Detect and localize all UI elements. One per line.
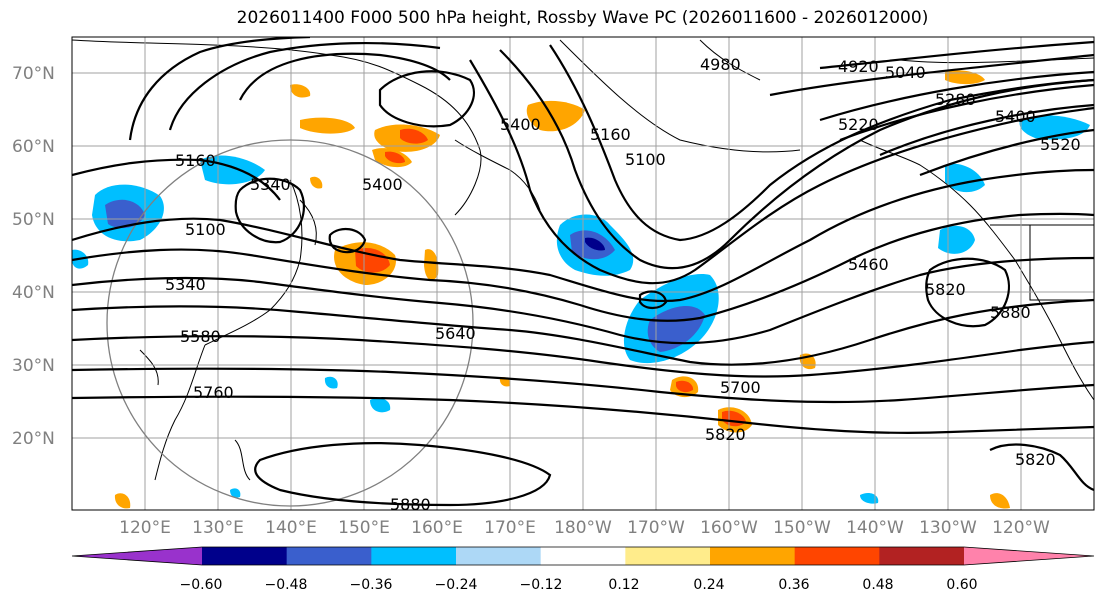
contour-label: 5820 — [925, 280, 966, 299]
colorbar-segment — [540, 547, 626, 565]
contour-label: 5100 — [185, 220, 226, 239]
contour-label: 5580 — [180, 327, 221, 346]
lon-label: 130°E — [192, 518, 244, 538]
longitude-labels: 120°E 130°E 140°E 150°E 160°E 170°E 180°… — [119, 518, 1050, 538]
contour-label: 5100 — [625, 150, 666, 169]
colorbar-tick-label: 0.48 — [862, 577, 893, 593]
lon-label: 140°E — [265, 518, 317, 538]
lon-label: 170°W — [627, 518, 685, 538]
contour-label: 4980 — [700, 55, 741, 74]
contour-label: 5520 — [1040, 135, 1081, 154]
colorbar-tick-label: −0.48 — [265, 577, 308, 593]
lon-label: 170°E — [484, 518, 536, 538]
lat-label: 50°N — [12, 210, 55, 230]
lat-label: 40°N — [12, 283, 55, 303]
plot-area: 4920 5040 5160 5280 5400 5520 5160 5100 … — [72, 37, 1094, 514]
colorbar-segment — [72, 547, 202, 565]
contour-label: 5400 — [362, 175, 403, 194]
colorbar-segment — [625, 547, 711, 565]
colorbar-tick-label: 0.12 — [608, 577, 639, 593]
contour-label: 5880 — [390, 495, 431, 514]
colorbar-ticks: −0.60 −0.48 −0.36 −0.24 −0.12 0.12 0.24 … — [180, 577, 978, 593]
contour-label: 5340 — [250, 175, 291, 194]
contour-label: 5220 — [838, 115, 879, 134]
lat-label: 60°N — [12, 137, 55, 157]
colorbar-tick-label: 0.36 — [778, 577, 809, 593]
plot-border — [71, 36, 1095, 511]
contour-label: 4920 — [838, 57, 879, 76]
height-contours — [72, 37, 1094, 507]
lon-label: 140°W — [846, 518, 904, 538]
contour-label: 5340 — [165, 275, 206, 294]
lon-label: 180°W — [554, 518, 612, 538]
colorbar-segment — [879, 547, 965, 565]
contour-label: 5880 — [990, 303, 1031, 322]
colorbar-tick-label: −0.60 — [180, 577, 223, 593]
colorbar-segment — [202, 547, 288, 565]
contour-labels: 4920 5040 5160 5280 5400 5520 5160 5100 … — [165, 55, 1081, 514]
colorbar-segment — [286, 547, 372, 565]
colorbar-tick-label: 0.60 — [946, 577, 977, 593]
colorbar-tick-label: −0.12 — [520, 577, 563, 593]
lon-label: 130°W — [919, 518, 977, 538]
contour-label: 5640 — [435, 324, 476, 343]
contour-label: 5820 — [705, 425, 746, 444]
lon-label: 120°E — [119, 518, 171, 538]
colorbar-tick-label: −0.36 — [350, 577, 393, 593]
lat-label: 70°N — [12, 64, 55, 84]
contour-label: 5040 — [885, 63, 926, 82]
lon-label: 120°W — [992, 518, 1050, 538]
map-title: 2026011400 F000 500 hPa height, Rossby W… — [236, 8, 929, 28]
contour-label: 5160 — [590, 125, 631, 144]
lon-label: 160°W — [700, 518, 758, 538]
colorbar-segment — [371, 547, 457, 565]
contour-label: 5760 — [193, 383, 234, 402]
contour-label: 5460 — [848, 255, 889, 274]
contour-label: 5700 — [720, 378, 761, 397]
colorbar-segment — [964, 547, 1094, 565]
colorbar — [71, 546, 1095, 566]
colorbar-tick-label: −0.24 — [435, 577, 478, 593]
colorbar-segment — [456, 547, 542, 565]
latitude-labels: 70°N 60°N 50°N 40°N 30°N 20°N — [12, 64, 55, 449]
colorbar-tick-label: 0.24 — [693, 577, 724, 593]
lat-label: 30°N — [12, 356, 55, 376]
reference-circle — [106, 139, 474, 507]
lon-label: 150°W — [773, 518, 831, 538]
contour-label: 5400 — [995, 107, 1036, 126]
colorbar-outline — [71, 546, 1095, 566]
contour-label: 5400 — [500, 115, 541, 134]
colorbar-segment — [710, 547, 796, 565]
contour-label: 5160 — [175, 151, 216, 170]
colorbar-segment — [794, 547, 880, 565]
contour-label: 5280 — [935, 90, 976, 109]
contour-label: 5820 — [1015, 450, 1056, 469]
lon-label: 150°E — [338, 518, 390, 538]
lat-label: 20°N — [12, 429, 55, 449]
lon-label: 160°E — [411, 518, 463, 538]
